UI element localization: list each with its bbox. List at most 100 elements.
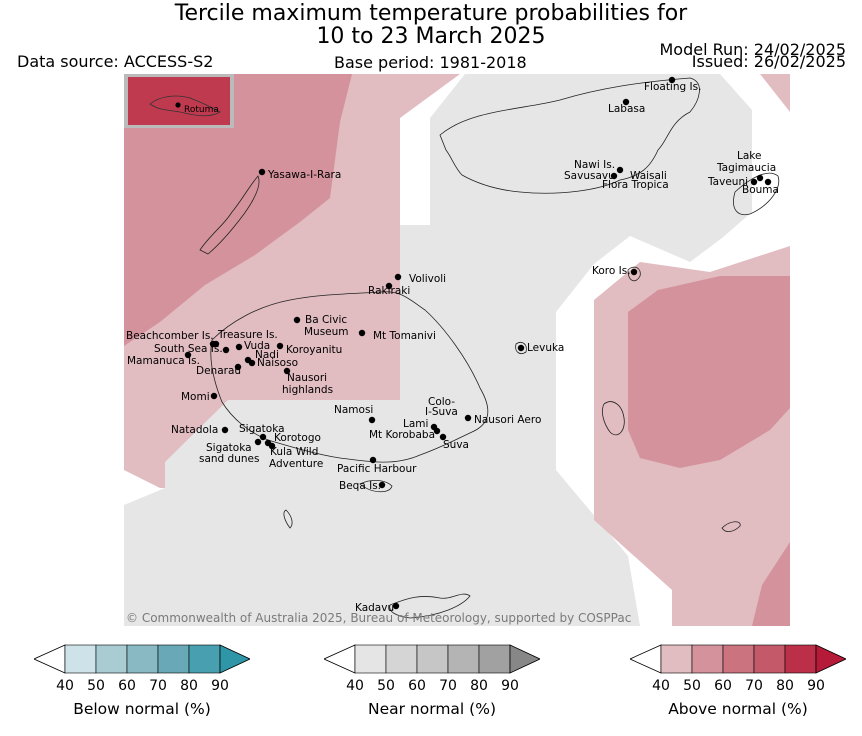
below-normal-legend-label: Below normal (%) [73,700,211,718]
near-normal-swatch-60 [416,644,449,674]
place-marker-yasawa-i-rara [258,168,266,176]
yasawa-coast [199,175,260,255]
place-marker-south-sea-is [222,346,230,354]
place-marker-denarau [234,363,242,371]
above-normal-swatch-70 [753,644,786,674]
title-line-2: 10 to 23 March 2025 [316,24,546,49]
place-marker-sigatoka [259,433,267,441]
near-normal-swatch-40 [354,644,387,674]
place-marker-treasure-is [212,340,220,348]
above-normal-colorbar [629,644,847,674]
below-normal-tick-90: 90 [211,678,229,694]
near-normal-swatch-70 [447,644,480,674]
above-normal-swatch-80 [784,644,817,674]
place-label-lami: Lami [403,418,428,430]
place-label-nausori: Nausori [287,372,327,384]
place-marker-savusavu [610,172,618,180]
below-normal-colorbar [33,644,251,674]
place-label-suva: Suva [443,439,469,451]
issued-date: Issued: 26/02/2025 [691,52,846,71]
below-normal-swatch-80 [188,644,221,674]
place-marker-kula-wild [268,442,276,450]
place-label-namosi: Namosi [334,404,373,416]
place-label-sigatoka: Sigatoka [206,442,252,454]
coastlines [199,77,780,619]
place-marker-tagimaucia [756,174,764,182]
near-normal-region [124,74,752,626]
model-run: Model Run: 24/02/2025 [659,40,847,59]
place-label-i-suva: I-Suva [425,406,458,418]
above-normal-50-region-east [628,276,790,468]
place-label-taveuni: Taveuni [707,176,748,188]
above-normal-swatch-40 [660,644,693,674]
near-normal-swatch-50 [385,644,418,674]
below-normal-tick-60: 60 [118,678,136,694]
place-label-mt-korobaba: Mt Korobaba [369,429,435,441]
place-label-naisoso: Naisoso [257,357,298,369]
above-normal-tick-40: 40 [652,678,670,694]
viti-levu-coast [210,291,489,463]
below-normal-tick-50: 50 [87,678,105,694]
place-marker-mamanuca-is [184,351,192,359]
below-normal-swatch-60 [126,644,159,674]
above-normal-tick-90: 90 [807,678,825,694]
place-label-treasure-is: Treasure Is. [217,329,278,341]
place-marker-nausori [283,367,291,375]
place-marker-suva [439,433,447,441]
above-normal-min-arrow [629,644,662,674]
place-marker-naisoso [248,359,256,367]
place-label-floating-is: Floating Is. [644,81,701,93]
title-line-1: Tercile maximum temperature probabilitie… [174,1,688,26]
place-label-denarau: Denarau [196,365,241,377]
place-label-nausori-aero: Nausori Aero [474,414,541,426]
place-marker-taveuni [750,178,758,186]
place-marker-volivoli [394,273,402,281]
below-normal-swatch-70 [157,644,190,674]
near-normal-legend: 40 50 60 70 80 90 Near normal (%) [323,644,541,718]
base-period: Base period: 1981-2018 [334,53,527,72]
place-label-kadavu: Kadavu [355,602,394,614]
kadavu-coast [389,593,471,619]
koro-coast [627,266,641,282]
data-source: Data source: ACCESS-S2 [17,52,214,71]
place-label-yasawa-i-rara: Yasawa-I-Rara [267,169,341,181]
above-normal-max-arrow [815,644,847,674]
place-marker-rakiraki [385,282,393,290]
place-marker-beqa-is [378,481,386,489]
place-label-vuda: Vuda [244,340,270,352]
place-label-koro-is: Koro Is. [592,265,631,277]
place-label-beqa-is: Beqa Is. [339,480,381,492]
rotuma-label: Rotuma [184,105,219,115]
place-marker-namosi [368,416,376,424]
chart-title: Tercile maximum temperature probabilitie… [0,2,862,48]
below-normal-tick-70: 70 [149,678,167,694]
below-normal-legend: 40 50 60 70 80 90 Below normal (%) [33,644,251,718]
above-normal-tick-60: 60 [714,678,732,694]
place-marker-labasa [622,98,630,106]
place-label-nadi: Nadi [255,349,279,361]
place-marker-koroyanitu [276,342,284,350]
place-label-adventure: Adventure [269,458,323,470]
vanua-levu-coast [439,77,700,194]
place-marker-vuda [235,343,243,351]
above-normal-tick-70: 70 [745,678,763,694]
above-normal-legend: 40 50 60 70 80 90 Above normal (%) [629,644,847,718]
place-label-kula-wild: Kula Wild [270,446,318,458]
below-normal-swatch-40 [64,644,97,674]
place-marker-natadola [221,426,229,434]
place-label-south-sea-is: South Sea Is. [154,343,223,355]
place-label-korotogo: Korotogo [274,432,321,444]
place-label-lake: Lake [737,150,761,162]
ovalau-coast [515,342,527,354]
place-label-flora-tropica: Flora Tropica [602,179,669,191]
below-normal-swatch-50 [95,644,128,674]
place-label-sand-dunes: sand dunes [199,453,259,465]
place-marker-sigatoka [254,438,262,446]
beqa-coast [283,480,393,529]
below-normal-tick-80: 80 [180,678,198,694]
place-marker-ba-civic [293,316,301,324]
place-label-pacific-harbour: Pacific Harbour [337,463,417,475]
below-normal-max-arrow [219,644,251,674]
